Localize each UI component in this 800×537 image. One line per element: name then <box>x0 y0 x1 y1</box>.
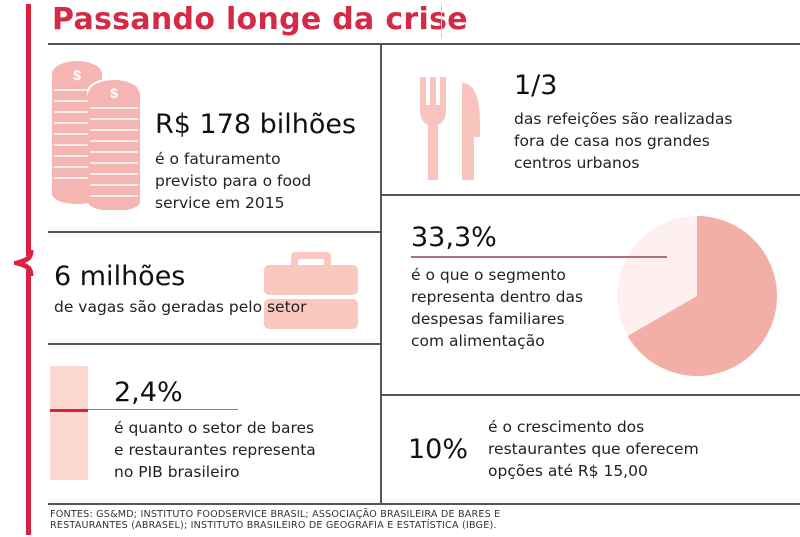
text-line: RESTAURANTES (ABRASEL); INSTITUTO BRASIL… <box>50 520 497 531</box>
text-line: no PIB brasileiro <box>114 463 240 481</box>
text-line: FONTES: GS&MD; INSTITUTO FOODSERVICE BRA… <box>50 509 501 520</box>
meals-description: das refeições são realizadas fora de cas… <box>514 108 732 174</box>
text-line: opções até R$ 15,00 <box>488 462 648 480</box>
text-line: restaurantes que oferecem <box>488 440 699 458</box>
divider <box>441 4 442 38</box>
bar-marker <box>50 409 88 412</box>
divider <box>48 503 800 505</box>
pie-chart-icon <box>617 216 777 376</box>
jobs-description: de vagas são geradas pelo setor <box>54 298 307 316</box>
jobs-value: 6 milhões <box>54 261 186 292</box>
text-line: e restaurantes representa <box>114 441 316 459</box>
svg-text:$: $ <box>110 85 118 101</box>
revenue-value: R$ 178 bilhões <box>155 109 357 140</box>
divider <box>48 43 800 45</box>
brace-line <box>26 270 31 535</box>
svg-text:$: $ <box>73 67 81 83</box>
fork-knife-icon <box>420 77 480 180</box>
bar-icon <box>50 366 88 480</box>
revenue-description: é o faturamento previsto para o food ser… <box>155 148 311 214</box>
divider <box>380 43 382 503</box>
divider <box>48 231 380 233</box>
pointer-line <box>88 409 238 410</box>
sources-footer: FONTES: GS&MD; INSTITUTO FOODSERVICE BRA… <box>50 509 500 531</box>
pointer-line <box>411 256 667 258</box>
text-line: despesas familiares <box>411 310 565 328</box>
gdp-value: 2,4% <box>114 377 183 408</box>
text-line: das refeições são realizadas <box>514 110 733 128</box>
text-line: fora de casa nos grandes <box>514 132 710 150</box>
text-line: com alimentação <box>411 332 545 350</box>
text-line: é o que o segmento <box>411 266 566 284</box>
text-line: previsto para o food <box>155 172 312 190</box>
divider <box>378 190 380 192</box>
text-line: é o faturamento <box>155 150 281 168</box>
text-line: representa dentro das <box>411 288 584 306</box>
divider <box>382 194 800 196</box>
coin-stack-icon: $ $ <box>52 61 141 210</box>
text-line: service em 2015 <box>155 194 285 212</box>
text-line: centros urbanos <box>514 154 640 172</box>
divider <box>48 343 380 345</box>
share-description: é o que o segmento representa dentro das… <box>411 264 583 352</box>
text-line: é quanto o setor de bares <box>114 419 315 437</box>
briefcase-icon <box>264 252 358 329</box>
gdp-description: é quanto o setor de bares e restaurantes… <box>114 417 316 483</box>
text-line: é o crescimento dos <box>488 418 645 436</box>
brace-line <box>26 4 31 256</box>
share-value: 33,3% <box>411 222 497 253</box>
page-title: Passando longe da crise <box>52 2 468 37</box>
meals-value: 1/3 <box>514 70 558 101</box>
growth-value: 10% <box>408 434 469 465</box>
divider <box>382 394 800 396</box>
brace-point-icon <box>14 250 34 276</box>
growth-description: é o crescimento dos restaurantes que ofe… <box>488 416 699 482</box>
